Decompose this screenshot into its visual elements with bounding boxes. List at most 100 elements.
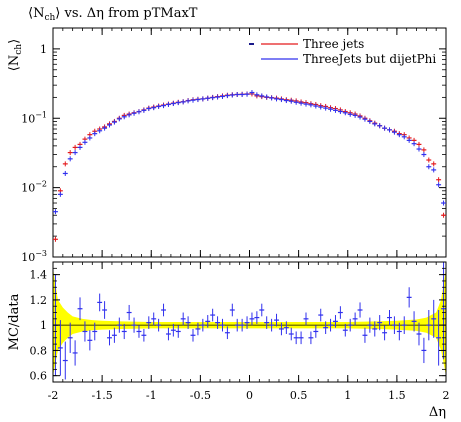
- main-data-point: [215, 94, 221, 100]
- main-data-point: [313, 103, 319, 109]
- ratio-data-point: [229, 303, 235, 317]
- main-data-point: [426, 164, 432, 170]
- main-data-point: [372, 121, 378, 127]
- main-data-point: [229, 92, 235, 98]
- main-data-point: [151, 105, 157, 111]
- main-data-point: [244, 91, 250, 97]
- ratio-data-point: [254, 311, 260, 324]
- ratio-data-point: [298, 331, 304, 345]
- main-data-point: [367, 118, 373, 124]
- ratio-data-point: [259, 303, 265, 317]
- ratio-panel: 0.6 0.8 1 1.2 1.4 -2 -1.5 -1 -0.5 0 0.5 1 1.5 2 MC/d…: [7, 261, 450, 420]
- main-data-point: [441, 200, 446, 206]
- main-y-tick-label: 10−2: [21, 180, 47, 195]
- ratio-data-point: [308, 331, 314, 345]
- ratio-data-point: [190, 328, 196, 342]
- main-data-point: [67, 156, 73, 162]
- plot-title-pre: ⟨N: [28, 6, 44, 21]
- ratio-y-tick-label: 1.4: [30, 269, 48, 282]
- ratio-data-point: [146, 316, 152, 329]
- ratio-data-point: [175, 325, 181, 338]
- main-data-point: [190, 97, 196, 103]
- main-data-point: [406, 137, 412, 143]
- main-data-point: [436, 177, 442, 183]
- ratio-data-point: [170, 323, 176, 337]
- ratio-data-point: [92, 322, 98, 341]
- ratio-data-point: [102, 301, 108, 319]
- ratio-data-point: [67, 322, 73, 353]
- main-data-point: [308, 102, 314, 108]
- ratio-data-point: [116, 317, 122, 333]
- ratio-data-point: [126, 304, 132, 321]
- ratio-data-point: [333, 315, 338, 328]
- x-tick-label: 1.5: [388, 389, 406, 402]
- main-data-point: [67, 150, 73, 156]
- main-data-point: [337, 109, 343, 115]
- main-panel: 1 10−1 10−2 10−3 ⟨Nch⟩ Three jets ThreeJets…: [7, 27, 447, 264]
- ratio-data-point: [111, 327, 117, 343]
- main-data-point: [121, 114, 127, 120]
- main-data-point: [421, 147, 427, 153]
- main-y-axis-title-sub: ch: [14, 44, 24, 55]
- ratio-data-point: [352, 312, 358, 326]
- ratio-data-point: [328, 318, 334, 332]
- main-data-point: [205, 95, 211, 101]
- x-tick-label: -1.5: [92, 389, 113, 402]
- main-data-point: [283, 98, 289, 104]
- main-data-point: [362, 116, 368, 122]
- ratio-data-point: [357, 302, 363, 318]
- main-y-tick-label: 10−1: [21, 110, 47, 125]
- main-data-point: [82, 139, 88, 145]
- main-data-point: [195, 97, 201, 103]
- main-data-point: [269, 95, 275, 101]
- ratio-data-point: [269, 318, 275, 332]
- main-data-point: [165, 101, 171, 107]
- ratio-data-point: [347, 318, 353, 332]
- x-axis-title: Δη: [429, 405, 446, 420]
- legend-label-threejets-dijetphi: ThreeJets but dijetPhi: [303, 52, 436, 66]
- ratio-data-point: [141, 328, 147, 342]
- main-data-point: [116, 116, 122, 122]
- ratio-data-point: [264, 316, 270, 329]
- ratio-data-point: [436, 310, 442, 366]
- main-data-point: [278, 97, 284, 103]
- main-data-point: [391, 129, 397, 135]
- ratio-data-point: [185, 316, 191, 329]
- ratio-data-point: [318, 308, 324, 322]
- main-data-point: [352, 112, 358, 118]
- main-data-point: [180, 99, 186, 105]
- main-data-point: [97, 128, 103, 134]
- ratio-data-point: [391, 316, 397, 334]
- ratio-data-point: [161, 303, 166, 317]
- x-axis: -2 -1.5 -1 -0.5 0 0.5 1 1.5 2: [48, 262, 450, 402]
- main-data-point: [200, 96, 206, 102]
- ratio-data-point: [401, 316, 407, 334]
- main-data-point: [396, 132, 402, 138]
- main-data-point: [288, 98, 294, 104]
- ratio-y-tick-label: 1: [40, 319, 47, 332]
- ratio-data-point: [313, 325, 319, 338]
- x-tick-label: 2: [443, 389, 450, 402]
- main-data-point: [426, 157, 432, 163]
- main-data-point: [303, 101, 309, 107]
- main-data-point: [220, 93, 225, 99]
- main-data-point: [401, 134, 407, 140]
- legend-marker-three-jets: [249, 43, 254, 45]
- ratio-data-point: [97, 293, 103, 312]
- main-data-point: [57, 191, 63, 197]
- main-data-point: [347, 111, 353, 117]
- main-data-point: [264, 94, 270, 100]
- ratio-data-point: [220, 318, 225, 332]
- ratio-data-point: [165, 327, 171, 341]
- ratio-data-point: [411, 311, 417, 332]
- main-data-point: [342, 110, 348, 116]
- main-data-point: [156, 103, 162, 109]
- main-data-point: [333, 107, 338, 113]
- main-data-point: [387, 127, 392, 133]
- ratio-data-point: [72, 340, 78, 366]
- main-data-point: [224, 93, 230, 99]
- ratio-data-point: [121, 323, 127, 340]
- main-y-tick-label: 10−3: [21, 249, 47, 264]
- ratio-data-point: [387, 310, 392, 326]
